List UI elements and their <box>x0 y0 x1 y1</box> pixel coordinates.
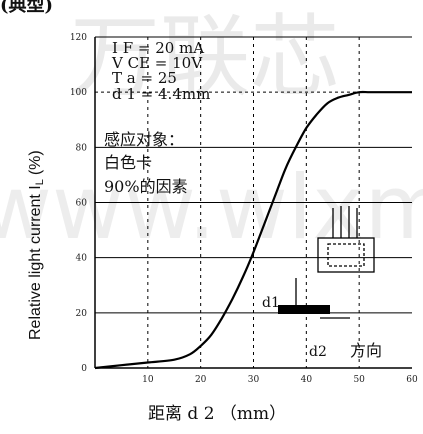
inset-label-d2: d2 <box>309 344 327 360</box>
x-tick-label-30: 30 <box>248 375 260 385</box>
condition-ta: T a = 25 <box>112 69 177 87</box>
y-tick-label-120: 120 <box>70 33 87 43</box>
y-axis-label: Relative light current IL (%) <box>27 150 46 340</box>
axes <box>94 37 412 369</box>
x-tick-label-20: 20 <box>195 375 207 385</box>
x-tick-label-40: 40 <box>301 375 313 385</box>
x-tick-label-10: 10 <box>142 375 154 385</box>
conditions: I F = 20 mA V CE = 10V T a = 25 d 1 = 4.… <box>111 39 210 103</box>
svg-text:Relative light current IL(%): Relative light current IL (%) <box>27 150 46 340</box>
note-line-3: 90%的因素 <box>104 177 188 196</box>
sensor-inset <box>295 206 375 319</box>
y-tick-label-40: 40 <box>76 254 88 264</box>
y-tick-label-80: 80 <box>76 143 88 153</box>
inset-label-direction: 方向 <box>350 341 382 360</box>
y-axis-label-sub: L <box>34 179 46 185</box>
condition-d1: d 1 = 4.4mm <box>112 85 210 103</box>
header-fragment: (典型) <box>0 0 53 16</box>
inset-label-d1: d1 <box>262 295 280 311</box>
y-tick-label-60: 60 <box>76 199 88 209</box>
y-tick-label-100: 100 <box>70 88 87 98</box>
x-tick-label-50: 50 <box>353 375 365 385</box>
y-tick-label-20: 20 <box>76 309 88 319</box>
x-tick-label-60: 60 <box>406 375 418 385</box>
y-axis-label-main: Relative light current I <box>27 185 44 340</box>
sensor-body <box>317 237 375 273</box>
condition-vce: V CE = 10V <box>111 54 203 72</box>
y-axis-label-unit: (%) <box>27 150 44 175</box>
watermark-middle: www.wlxmall.com <box>0 156 423 259</box>
note-line-2: 白色卡 <box>104 153 152 172</box>
condition-if: I F = 20 mA <box>112 39 204 57</box>
series-curve <box>94 90 412 370</box>
sensor-window <box>327 243 365 267</box>
note-line-1: 感应对象： <box>104 130 184 149</box>
x-axis-label: 距离 d 2 （mm） <box>148 404 286 424</box>
y-tick-label-0: 0 <box>81 364 87 374</box>
tick-labels: 0 20 40 60 80 100 120 10 20 30 40 50 60 <box>70 33 418 385</box>
sensing-object-bar <box>278 305 330 314</box>
sensing-note: 感应对象： 白色卡 90%的因素 <box>104 130 188 196</box>
